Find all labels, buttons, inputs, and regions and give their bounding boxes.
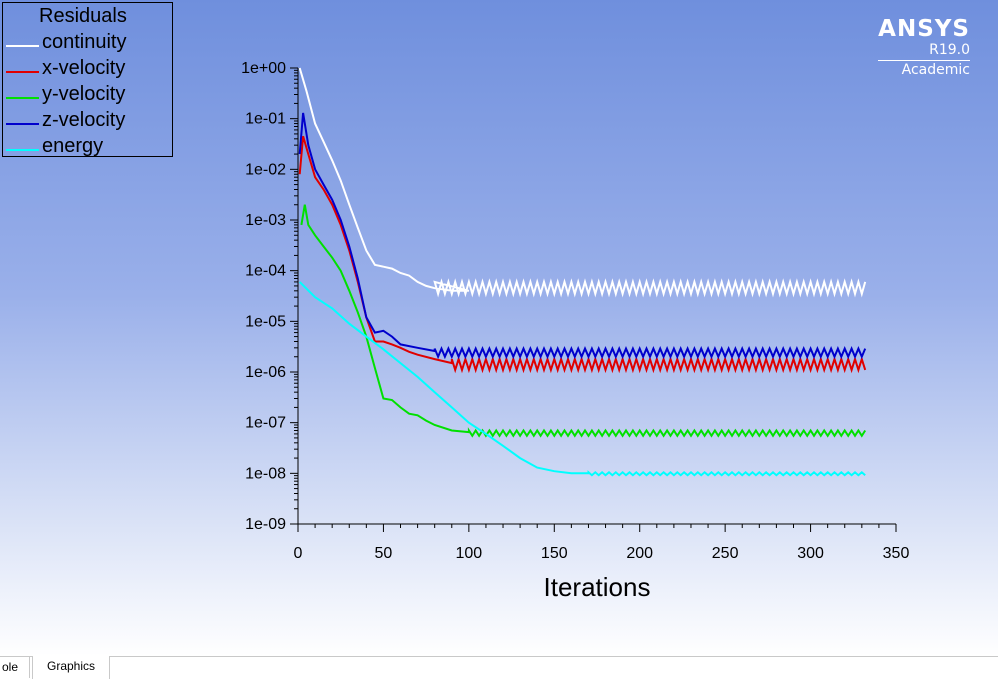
x-tick-label: 0	[294, 545, 303, 562]
series-line-x-velocity	[298, 135, 867, 374]
legend-swatch	[6, 97, 39, 99]
series-line-z-velocity	[298, 112, 867, 360]
y-tick-label: 1e-08	[245, 465, 286, 482]
legend-swatch	[6, 45, 39, 47]
x-tick-label: 350	[883, 545, 910, 562]
legend-label: energy	[42, 135, 104, 157]
x-tick-label: 50	[375, 545, 393, 562]
x-tick-label: 100	[456, 545, 483, 562]
x-tick-label: 250	[712, 545, 739, 562]
x-tick-label: 300	[797, 545, 824, 562]
legend-item-continuity: continuity	[6, 31, 174, 57]
legend-label: x-velocity	[42, 57, 126, 79]
legend-item-z-velocity: z-velocity	[6, 109, 174, 135]
legend-swatch	[6, 71, 39, 73]
legend-item-x-velocity: x-velocity	[6, 57, 174, 83]
tab-bar: ole Graphics	[0, 656, 998, 679]
y-tick-label: 1e-02	[245, 161, 286, 178]
legend-label: continuity	[42, 31, 127, 53]
legend-item-y-velocity: y-velocity	[6, 83, 174, 109]
y-tick-label: 1e-07	[245, 415, 286, 432]
series-line-energy	[298, 281, 866, 477]
series-line-continuity	[298, 67, 867, 298]
y-tick-label: 1e-09	[245, 516, 286, 533]
legend-title: Residuals	[39, 5, 127, 27]
y-tick-label: 1e+00	[241, 60, 286, 77]
y-tick-label: 1e-06	[245, 364, 286, 381]
y-tick-label: 1e-04	[245, 263, 286, 280]
ansys-logo: ANSYS R19.0 Academic	[878, 16, 970, 78]
legend-item-energy: energy	[6, 135, 174, 161]
residuals-chart: 1e+00 1e-01 1e-02 1e-03 1e-04 1e-05 1e-06 1e-07…	[241, 60, 910, 602]
legend-label: z-velocity	[42, 109, 126, 131]
x-axis-title: Iterations	[544, 572, 651, 602]
y-tick-label: 1e-05	[245, 313, 286, 330]
x-tick-label: 200	[626, 545, 653, 562]
legend-swatch	[6, 123, 39, 125]
brand-version: R19.0	[929, 42, 970, 58]
series-line-y-velocity	[300, 204, 867, 438]
brand-edition: Academic	[878, 60, 970, 78]
y-tick-label: 1e-03	[245, 212, 286, 229]
x-tick-label: 150	[541, 545, 568, 562]
legend-label: y-velocity	[42, 83, 126, 105]
legend: Residuals continuity x-velocity y-veloci…	[2, 2, 173, 157]
legend-swatch	[6, 149, 39, 151]
plot-area: 1e+00 1e-01 1e-02 1e-03 1e-04 1e-05 1e-06 1e-07…	[0, 0, 998, 656]
y-tick-label: 1e-01	[245, 111, 286, 128]
brand-name: ANSYS	[878, 16, 970, 42]
tab-graphics[interactable]: Graphics	[32, 656, 110, 679]
tab-console[interactable]: ole	[0, 657, 30, 678]
